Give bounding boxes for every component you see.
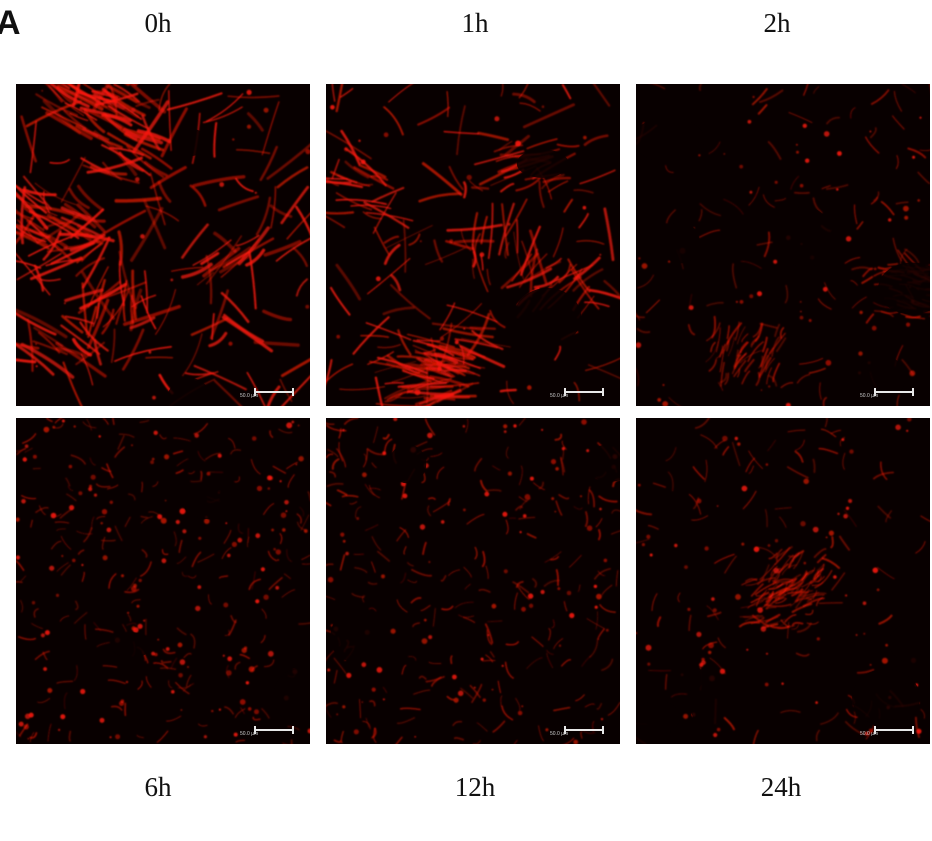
label-0h: 0h [144,8,172,38]
scale-bar: 50.0 µm [550,726,604,738]
label-1h: 1h [461,8,489,38]
scale-bar: 50.0 µm [860,388,914,400]
scale-bar-label: 50.0 µm [860,393,879,399]
micrograph-2h: 50.0 µm [636,84,930,406]
micrograph-12h: 50.0 µm [326,418,620,744]
label-2h: 2h [763,8,791,38]
fluorescence-texture [326,418,620,744]
label-12h: 12h [454,772,496,802]
fluorescence-texture [636,84,930,406]
scale-bar: 50.0 µm [240,726,294,738]
micrograph-1h: 50.0 µm [326,84,620,406]
fluorescence-texture [326,84,620,406]
label-6h: 6h [144,772,172,802]
fluorescence-texture [16,84,310,406]
scale-bar-label: 50.0 µm [550,731,569,737]
scale-bar-label: 50.0 µm [860,731,879,737]
micrograph-0h: 50.0 µm [16,84,310,406]
fluorescence-texture [16,418,310,744]
scale-bar: 50.0 µm [860,726,914,738]
scale-bar: 50.0 µm [550,388,604,400]
scale-bar-label: 50.0 µm [240,393,259,399]
micrograph-24h: 50.0 µm [636,418,930,744]
scale-bar-label: 50.0 µm [550,393,569,399]
panel-letter: A [0,4,21,42]
scale-bar-label: 50.0 µm [240,731,259,737]
label-24h: 24h [760,772,802,802]
scale-bar: 50.0 µm [240,388,294,400]
micrograph-6h: 50.0 µm [16,418,310,744]
fluorescence-texture [636,418,930,744]
